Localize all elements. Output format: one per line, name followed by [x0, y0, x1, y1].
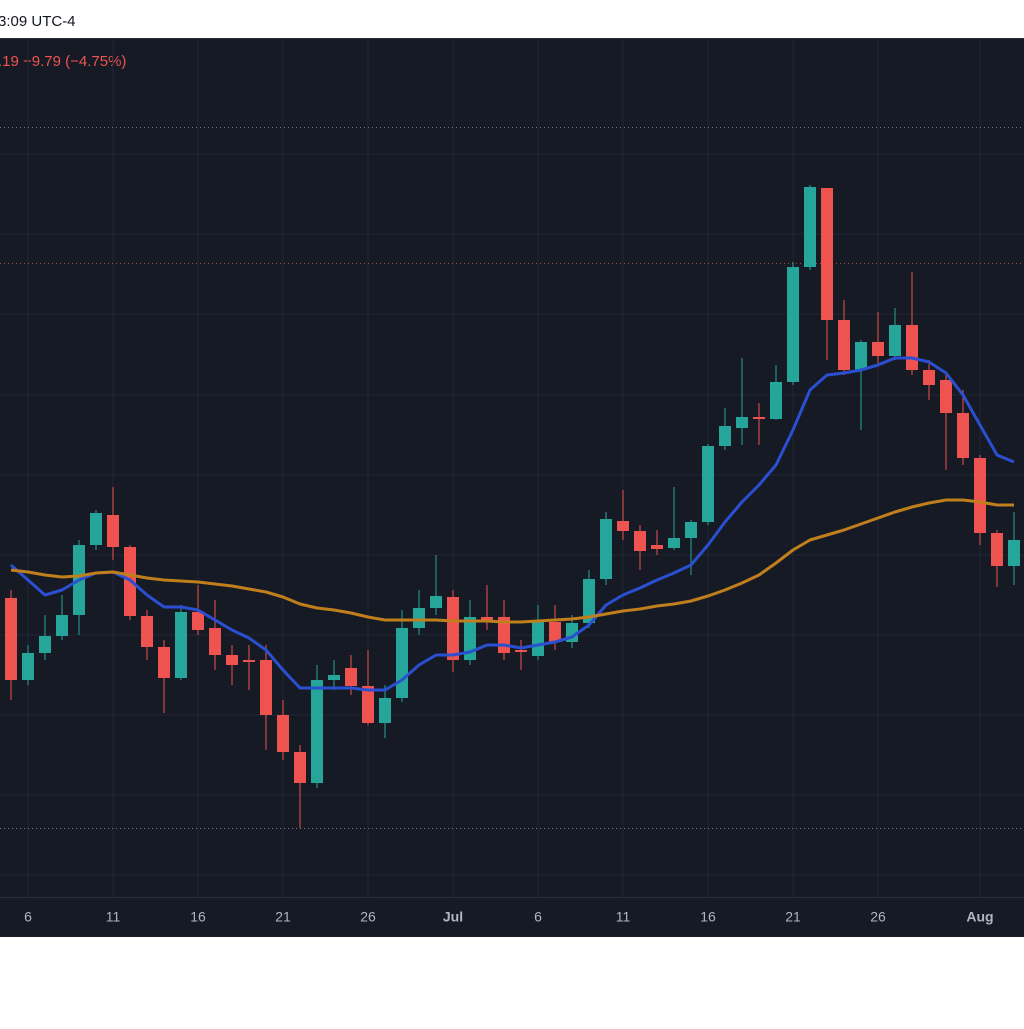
candle-body [974, 458, 986, 533]
candle-body [600, 519, 612, 579]
candle-body [583, 579, 595, 623]
candle-body [481, 617, 493, 620]
candle-body [753, 417, 765, 419]
candle-body [889, 325, 901, 356]
candle-body [532, 621, 544, 656]
horizontal-grid [0, 153, 1024, 876]
candle-body [838, 320, 850, 370]
x-tick-label: 16 [190, 909, 206, 925]
candle-body [957, 413, 969, 458]
candle-body [430, 596, 442, 608]
candle-body [719, 426, 731, 446]
x-tick-label: 21 [275, 909, 291, 925]
candle-body [804, 187, 816, 267]
candle-body [413, 608, 425, 628]
candle-body [447, 597, 459, 660]
candle-body [940, 380, 952, 413]
candle-body [396, 628, 408, 698]
candle-body [22, 653, 34, 680]
candle-body [668, 538, 680, 548]
x-tick-label: 16 [700, 909, 716, 925]
candle-body [192, 612, 204, 630]
candle-body [685, 522, 697, 538]
moving-average [10, 356, 1015, 692]
candle-body [209, 628, 221, 655]
x-tick-label: 11 [106, 909, 121, 925]
candle-body [175, 612, 187, 678]
x-tick-label: Jul [443, 909, 463, 925]
candle-body [158, 647, 170, 678]
candle-body [345, 668, 357, 686]
chart-background [0, 38, 1024, 937]
candle-body [362, 686, 374, 723]
candle-body [311, 680, 323, 783]
candle-body [294, 752, 306, 783]
candle-body [226, 655, 238, 665]
candle-body [277, 715, 289, 752]
x-tick-label: 26 [870, 909, 886, 925]
candle-body [821, 188, 833, 320]
candle-body [872, 342, 884, 356]
candle-body [702, 446, 714, 522]
candle-body [736, 417, 748, 428]
price-change: .19 −9.79 (−4.75%) [0, 53, 126, 70]
moving-average [10, 498, 1014, 624]
candle-body [923, 370, 935, 385]
candle-body [141, 616, 153, 647]
candle-body [906, 325, 918, 370]
candle-body [5, 598, 17, 680]
candle-body [39, 636, 51, 653]
x-tick-label: 11 [616, 909, 631, 925]
candle-body [770, 382, 782, 419]
candle-body [855, 342, 867, 370]
candle-body [634, 531, 646, 551]
x-tick-label: 6 [24, 909, 32, 925]
candle-body [379, 698, 391, 723]
x-tick-label: 6 [534, 909, 542, 925]
candle-body [243, 660, 255, 662]
candle-body [617, 521, 629, 531]
candle-body [56, 615, 68, 636]
candle-body [549, 622, 561, 642]
x-tick-label: Aug [966, 909, 993, 925]
candle-body [991, 533, 1003, 566]
candle-body [515, 650, 527, 652]
candle-body [651, 545, 663, 549]
candle-body [90, 513, 102, 545]
x-tick-label: 21 [785, 909, 801, 925]
candle-body [1008, 540, 1020, 566]
timestamp: 3:09 UTC-4 [0, 13, 76, 30]
candle-body [107, 515, 119, 547]
candle-body [328, 675, 340, 680]
x-tick-label: 26 [360, 909, 376, 925]
candle-body [787, 267, 799, 382]
candle-body [260, 660, 272, 715]
